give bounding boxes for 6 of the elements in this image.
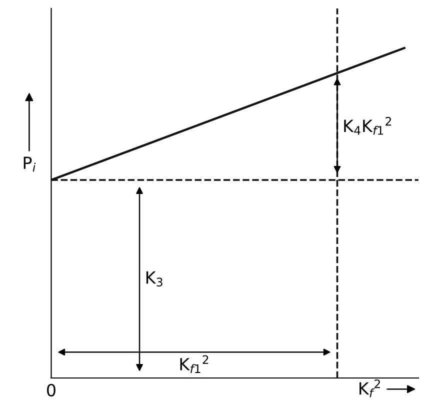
annotation: K$_{3}$ [146,271,162,286]
annotation: K$_{4}$K$_{f1}$$^{2}$ [344,116,391,135]
text: 0 [47,384,56,396]
annotation: K$_{f1}$$^{2}$ [180,355,208,373]
x-axis-title: K$_{f}$$^{2}$ [360,379,380,398]
y-axis-title: P$_{i}$ [24,156,36,172]
